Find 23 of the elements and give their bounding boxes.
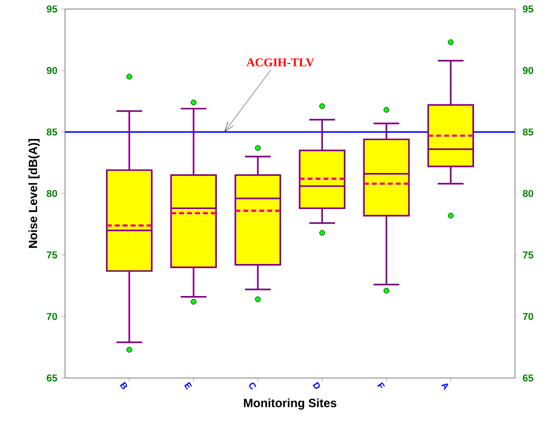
y2-tick-label: 85: [522, 128, 534, 136]
y2-tick-label: 70: [522, 312, 534, 320]
y-tick-label: 70: [46, 312, 58, 320]
x-tick-label: A: [441, 383, 448, 390]
x-tick-label: F: [377, 382, 385, 388]
y-axis-title: Noise Level [dB(A)]: [28, 139, 40, 248]
y-tick-label: 75: [46, 252, 58, 258]
ref-line-label: ACGIH-TLV: [246, 58, 314, 66]
y2-tick-label: 90: [522, 66, 534, 74]
x-tick-label: C: [249, 382, 256, 390]
y2-tick-label: 95: [522, 5, 534, 13]
y-tick-label: 85: [46, 128, 58, 136]
x-axis-title: Monitoring Sites: [244, 398, 336, 410]
y-tick-label: 90: [46, 66, 58, 74]
y-tick-label: 80: [46, 190, 58, 198]
x-tick-label: D: [312, 382, 320, 389]
y-tick-label: 95: [46, 5, 58, 13]
y-tick-label: 65: [46, 374, 58, 382]
x-tick-label: B: [120, 382, 128, 390]
y2-tick-label: 75: [522, 252, 534, 258]
y2-tick-label: 80: [522, 190, 534, 198]
x-tick-label: E: [184, 382, 192, 390]
y2-tick-label: 65: [522, 374, 534, 382]
